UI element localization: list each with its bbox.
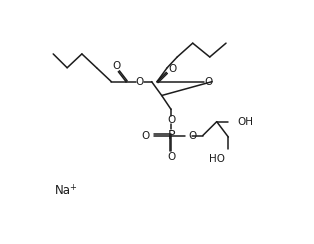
Text: O: O — [167, 115, 175, 125]
Text: HO: HO — [209, 154, 225, 164]
Text: P: P — [167, 129, 175, 142]
Text: O: O — [167, 152, 175, 162]
Text: O: O — [142, 131, 150, 141]
Text: O: O — [113, 61, 121, 71]
Text: OH: OH — [237, 117, 253, 127]
Text: O: O — [204, 77, 212, 87]
Text: O: O — [188, 131, 196, 141]
Text: Na: Na — [55, 184, 71, 197]
Text: O: O — [168, 64, 177, 74]
Text: O: O — [136, 77, 144, 87]
Text: +: + — [69, 183, 76, 192]
